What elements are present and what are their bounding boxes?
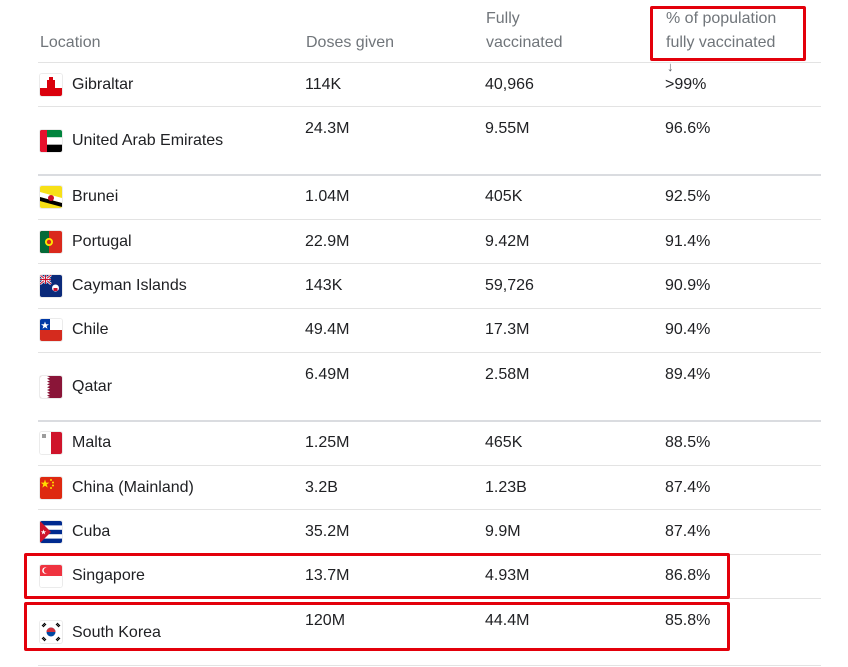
gibraltar-flag-icon	[40, 74, 62, 96]
pct-value: 90.9%	[665, 277, 711, 294]
header-divider	[38, 62, 821, 63]
row-divider	[38, 263, 821, 264]
table-row[interactable]: United Arab Emirates 24.3M 9.55M 96.6%	[38, 107, 821, 174]
header-fully-vaccinated[interactable]: Fully vaccinated	[486, 10, 563, 51]
pct-value: 85.8%	[665, 612, 711, 629]
qatar-flag-icon	[40, 376, 62, 398]
row-divider	[38, 420, 821, 422]
south-korea-flag-icon	[40, 621, 62, 643]
cuba-flag-icon	[40, 521, 62, 543]
portugal-flag-icon	[40, 231, 62, 253]
table-row[interactable]: China (Mainland) 3.2B 1.23B 87.4%	[38, 466, 821, 509]
uae-flag-icon	[40, 130, 62, 152]
fully-vaccinated-value: 9.42M	[485, 233, 530, 250]
doses-given-value: 22.9M	[305, 233, 350, 250]
location-name: Malta	[72, 434, 112, 451]
table-row[interactable]: Cuba 35.2M 9.9M 87.4%	[38, 510, 821, 554]
fully-vaccinated-value: 2.58M	[485, 366, 530, 383]
fully-vaccinated-value: 465K	[485, 434, 523, 451]
pct-value: >99%	[665, 76, 707, 93]
fully-vaccinated-value: 40,966	[485, 76, 534, 93]
doses-given-value: 35.2M	[305, 523, 350, 540]
pct-value: 92.5%	[665, 188, 711, 205]
location-name: Gibraltar	[72, 76, 134, 93]
cayman-islands-flag-icon	[40, 275, 62, 297]
doses-given-value: 143K	[305, 277, 343, 294]
location-name: Singapore	[72, 567, 145, 584]
row-divider	[38, 509, 821, 510]
location-name: United Arab Emirates	[72, 132, 224, 149]
fully-vaccinated-value: 9.55M	[485, 120, 530, 137]
location-name: Portugal	[72, 233, 132, 250]
row-divider	[38, 352, 821, 353]
row-divider	[38, 174, 821, 176]
china-flag-icon	[40, 477, 62, 499]
brunei-flag-icon	[40, 186, 62, 208]
row-divider	[38, 665, 821, 666]
doses-given-value: 24.3M	[305, 120, 350, 137]
doses-given-value: 6.49M	[305, 366, 350, 383]
fully-vaccinated-value: 4.93M	[485, 567, 530, 584]
pct-value: 86.8%	[665, 567, 711, 584]
pct-value: 88.5%	[665, 434, 711, 451]
table-row[interactable]: Qatar 6.49M 2.58M 89.4%	[38, 353, 821, 420]
table-row[interactable]: Chile 49.4M 17.3M 90.4%	[38, 309, 821, 352]
pct-value: 96.6%	[665, 120, 711, 137]
table-row[interactable]: Singapore 13.7M 4.93M 86.8%	[38, 555, 821, 598]
header-doses-given[interactable]: Doses given	[306, 34, 395, 51]
highlight-box-pct-header	[650, 6, 806, 61]
doses-given-value: 1.04M	[305, 188, 350, 205]
fully-vaccinated-value: 1.23B	[485, 479, 527, 496]
table-row[interactable]: Malta 1.25M 465K 88.5%	[38, 422, 821, 465]
row-divider	[38, 106, 821, 107]
fully-vaccinated-value: 17.3M	[485, 321, 530, 338]
pct-value: 90.4%	[665, 321, 711, 338]
location-name: Chile	[72, 321, 109, 338]
location-name: Cayman Islands	[72, 277, 187, 294]
highlight-box-singapore	[24, 553, 730, 599]
table-row[interactable]: Cayman Islands 143K 59,726 90.9%	[38, 264, 821, 308]
row-divider	[38, 308, 821, 309]
table-row[interactable]: South Korea 120M 44.4M 85.8%	[38, 599, 821, 665]
pct-value: 91.4%	[665, 233, 711, 250]
header-location[interactable]: Location	[40, 34, 101, 51]
doses-given-value: 49.4M	[305, 321, 350, 338]
location-name: Cuba	[72, 523, 111, 540]
doses-given-value: 120M	[305, 612, 346, 629]
doses-given-value: 13.7M	[305, 567, 350, 584]
location-name: South Korea	[72, 624, 161, 641]
chile-flag-icon	[40, 319, 62, 341]
location-name: Brunei	[72, 188, 119, 205]
table-row[interactable]: Gibraltar 114K 40,966 >99%	[38, 63, 821, 106]
singapore-flag-icon	[40, 565, 62, 587]
location-name: Qatar	[72, 378, 113, 395]
header-pct-fully-vaccinated[interactable]: % of population fully vaccinated ↓	[666, 7, 776, 79]
table-row[interactable]: Portugal 22.9M 9.42M 91.4%	[38, 220, 821, 263]
fully-vaccinated-value: 59,726	[485, 277, 534, 294]
malta-flag-icon	[40, 432, 62, 454]
location-name: China (Mainland)	[72, 479, 194, 496]
pct-value: 87.4%	[665, 523, 711, 540]
doses-given-value: 1.25M	[305, 434, 350, 451]
doses-given-value: 3.2B	[305, 479, 338, 496]
doses-given-value: 114K	[305, 76, 342, 93]
row-divider	[38, 219, 821, 220]
pct-value: 89.4%	[665, 366, 711, 383]
row-divider	[38, 465, 821, 466]
fully-vaccinated-value: 405K	[485, 188, 523, 205]
fully-vaccinated-value: 44.4M	[485, 612, 530, 629]
table-row[interactable]: Brunei 1.04M 405K 92.5%	[38, 176, 821, 219]
arrow-down-icon: ↓	[667, 59, 674, 74]
highlight-box-south-korea	[24, 602, 730, 651]
pct-value: 87.4%	[665, 479, 711, 496]
fully-vaccinated-value: 9.9M	[485, 523, 521, 540]
